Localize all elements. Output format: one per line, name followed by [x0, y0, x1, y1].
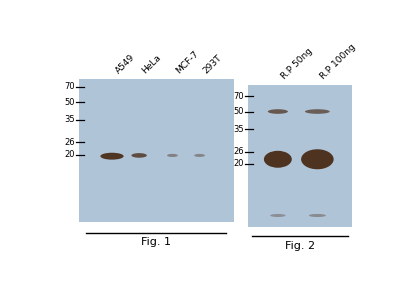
Bar	[79, 79, 234, 222]
Bar	[248, 85, 352, 227]
Text: 26: 26	[233, 147, 244, 156]
Text: 20: 20	[64, 150, 75, 159]
Text: 50: 50	[233, 107, 244, 116]
Ellipse shape	[264, 151, 292, 168]
Text: 35: 35	[64, 115, 75, 125]
Text: R.P 100ng: R.P 100ng	[319, 42, 358, 81]
Text: Fig. 1: Fig. 1	[141, 237, 171, 247]
Text: 50: 50	[64, 98, 75, 107]
Text: Fig. 2: Fig. 2	[285, 240, 315, 251]
Text: A549: A549	[114, 52, 136, 75]
Text: R.P 50ng: R.P 50ng	[279, 46, 314, 81]
Ellipse shape	[309, 214, 326, 217]
Ellipse shape	[268, 109, 288, 114]
Text: MCF-7: MCF-7	[174, 49, 200, 75]
Ellipse shape	[305, 109, 330, 114]
Ellipse shape	[301, 149, 334, 169]
Ellipse shape	[194, 154, 205, 157]
Text: 70: 70	[64, 82, 75, 91]
Ellipse shape	[167, 154, 178, 157]
Ellipse shape	[270, 214, 286, 217]
Ellipse shape	[100, 153, 124, 160]
Ellipse shape	[131, 153, 147, 158]
Text: 26: 26	[64, 138, 75, 147]
Text: 293T: 293T	[201, 53, 223, 75]
Text: 70: 70	[233, 91, 244, 101]
Text: 20: 20	[233, 159, 244, 169]
Text: 35: 35	[233, 125, 244, 134]
Text: HeLa: HeLa	[141, 53, 163, 75]
